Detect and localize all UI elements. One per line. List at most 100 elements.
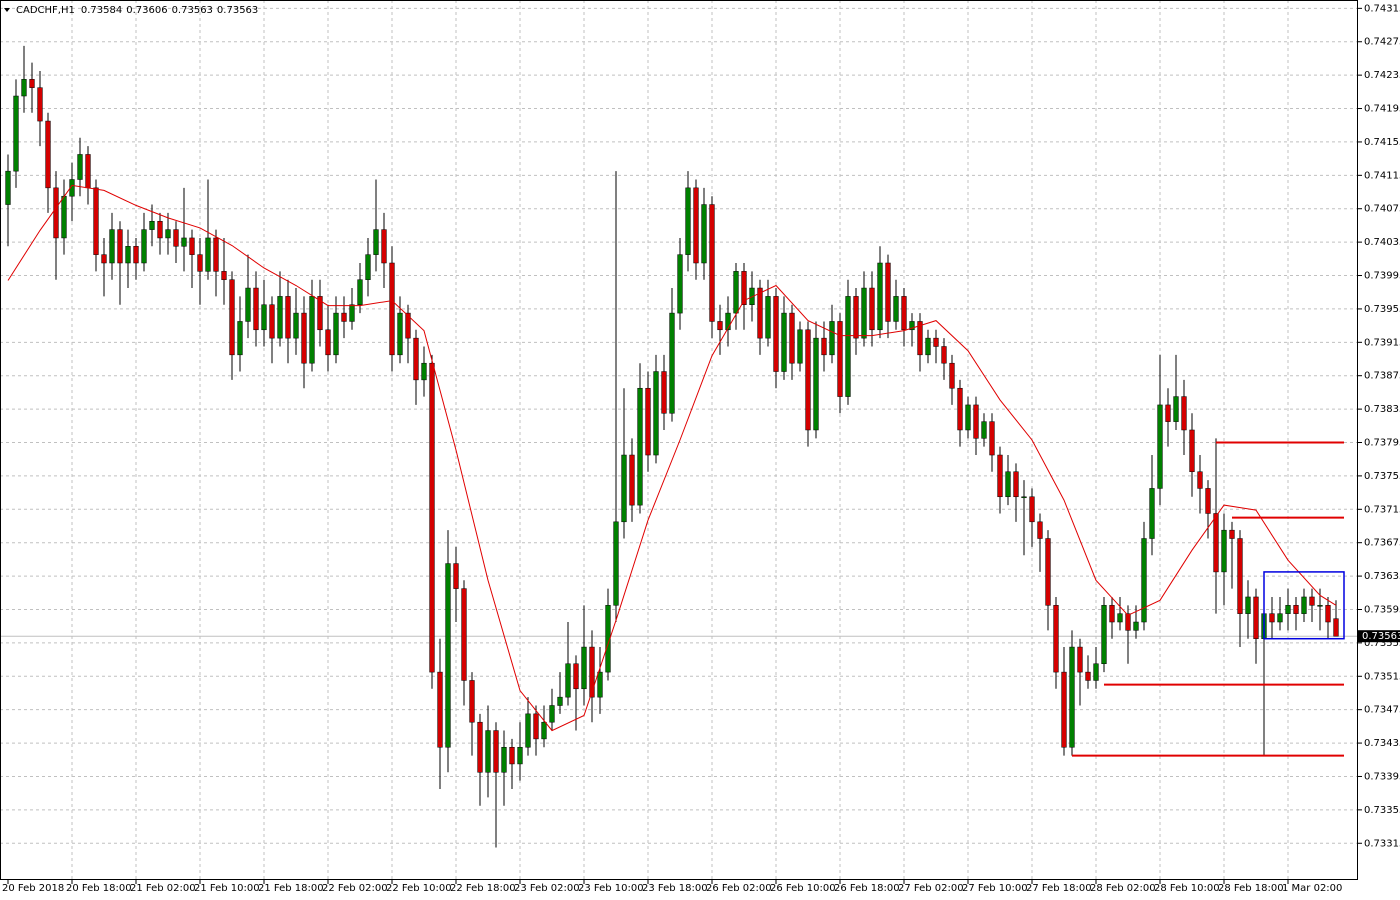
candle-body <box>701 204 707 264</box>
candle-body <box>189 237 195 255</box>
candle-body <box>1237 538 1243 614</box>
candle-body <box>669 312 675 414</box>
candle-body <box>549 705 555 723</box>
candle-body <box>605 605 611 673</box>
candle-body <box>245 287 251 322</box>
x-tick-label: 28 Feb 10:00 <box>1154 883 1220 894</box>
candle-body <box>733 271 739 314</box>
candle-body <box>1189 429 1195 472</box>
candle-body <box>1005 471 1011 498</box>
candle-body <box>1045 538 1051 606</box>
candle-body <box>717 321 723 331</box>
x-tick-label: 28 Feb 18:00 <box>1218 883 1284 894</box>
candle-body <box>1293 605 1299 614</box>
x-tick-label: 28 Feb 02:00 <box>1090 883 1156 894</box>
candle-body <box>165 229 171 239</box>
y-tick-label: 0.73995 <box>1364 271 1400 282</box>
candle-body <box>1125 613 1131 631</box>
candle-body <box>1285 605 1291 614</box>
current-price-label: 0.73563 <box>1362 631 1400 642</box>
x-tick-label: 22 Feb 10:00 <box>386 883 452 894</box>
y-tick-label: 0.73475 <box>1364 705 1400 716</box>
candle-body <box>421 362 427 381</box>
candle-body <box>909 321 915 331</box>
candle-body <box>893 296 899 322</box>
y-tick-label: 0.74115 <box>1364 170 1400 181</box>
candle-body <box>469 680 475 723</box>
candle-body <box>693 187 699 264</box>
candle-body <box>789 312 795 364</box>
candle-body <box>877 262 883 331</box>
moving-average <box>7 184 1337 732</box>
candle-body <box>853 296 859 339</box>
x-tick-label: 27 Feb 02:00 <box>898 883 964 894</box>
candle-body <box>645 387 651 456</box>
candle-body <box>837 321 843 397</box>
candle-body <box>757 287 763 339</box>
y-tick-label: 0.74155 <box>1364 137 1400 148</box>
x-tick-label: 20 Feb 2018 <box>2 883 64 894</box>
candle-body <box>1309 596 1315 606</box>
high: 0.73606 <box>126 5 167 16</box>
y-tick-label: 0.74275 <box>1364 37 1400 48</box>
y-tick-label: 0.73955 <box>1364 304 1400 315</box>
candle-body <box>1253 596 1259 639</box>
candle-body <box>53 187 59 239</box>
candle-body <box>1213 513 1219 573</box>
x-tick-label: 23 Feb 02:00 <box>514 883 580 894</box>
y-tick-label: 0.73515 <box>1364 671 1400 682</box>
candle-body <box>493 730 499 773</box>
y-tick-label: 0.73795 <box>1364 438 1400 449</box>
candle-body <box>277 296 283 339</box>
candle-body <box>453 563 459 589</box>
y-tick-label: 0.74315 <box>1364 3 1400 14</box>
x-tick-label: 20 Feb 18:00 <box>66 883 132 894</box>
candle-body <box>1037 521 1043 539</box>
candle-body <box>341 312 347 322</box>
y-tick-label: 0.73555 <box>1364 638 1400 649</box>
candle-body <box>1165 404 1171 422</box>
candle-body <box>525 713 531 748</box>
candle-body <box>621 454 627 523</box>
candle-body <box>429 362 435 673</box>
candle-body <box>677 254 683 314</box>
candle-body <box>205 237 211 272</box>
candle-body <box>1269 613 1275 623</box>
candle-body <box>829 321 835 356</box>
candle-body <box>77 154 83 180</box>
menu-arrow[interactable] <box>4 8 10 12</box>
candle-body <box>485 730 491 773</box>
y-tick-label: 0.73355 <box>1364 805 1400 816</box>
candle-body <box>901 296 907 331</box>
candle-body <box>1013 471 1019 498</box>
candle-body <box>981 421 987 439</box>
candle-body <box>197 254 203 272</box>
candle-body <box>589 646 595 698</box>
candle-body <box>1021 496 1027 499</box>
x-tick-label: 26 Feb 18:00 <box>834 883 900 894</box>
candle-body <box>381 229 387 264</box>
candle-body <box>253 287 259 331</box>
candle-body <box>1277 613 1283 623</box>
candle-body <box>1173 396 1179 422</box>
y-tick-label: 0.73835 <box>1364 404 1400 415</box>
candle-body <box>85 154 91 189</box>
candle-body <box>861 287 867 339</box>
candle-body <box>269 304 275 339</box>
candle-body <box>405 312 411 339</box>
candle-body <box>1093 663 1099 681</box>
x-tick-label: 23 Feb 10:00 <box>578 883 644 894</box>
candle-body <box>925 337 931 356</box>
candle-body <box>5 170 11 205</box>
candle-body <box>741 271 747 305</box>
candle-body <box>1325 605 1331 623</box>
current-price-tag <box>1358 630 1400 643</box>
candle-body <box>445 563 451 748</box>
candle-body <box>989 421 995 456</box>
candle-body <box>325 329 331 356</box>
candle-body <box>389 262 395 356</box>
candle-body <box>13 95 19 172</box>
candle-body <box>1197 471 1203 489</box>
